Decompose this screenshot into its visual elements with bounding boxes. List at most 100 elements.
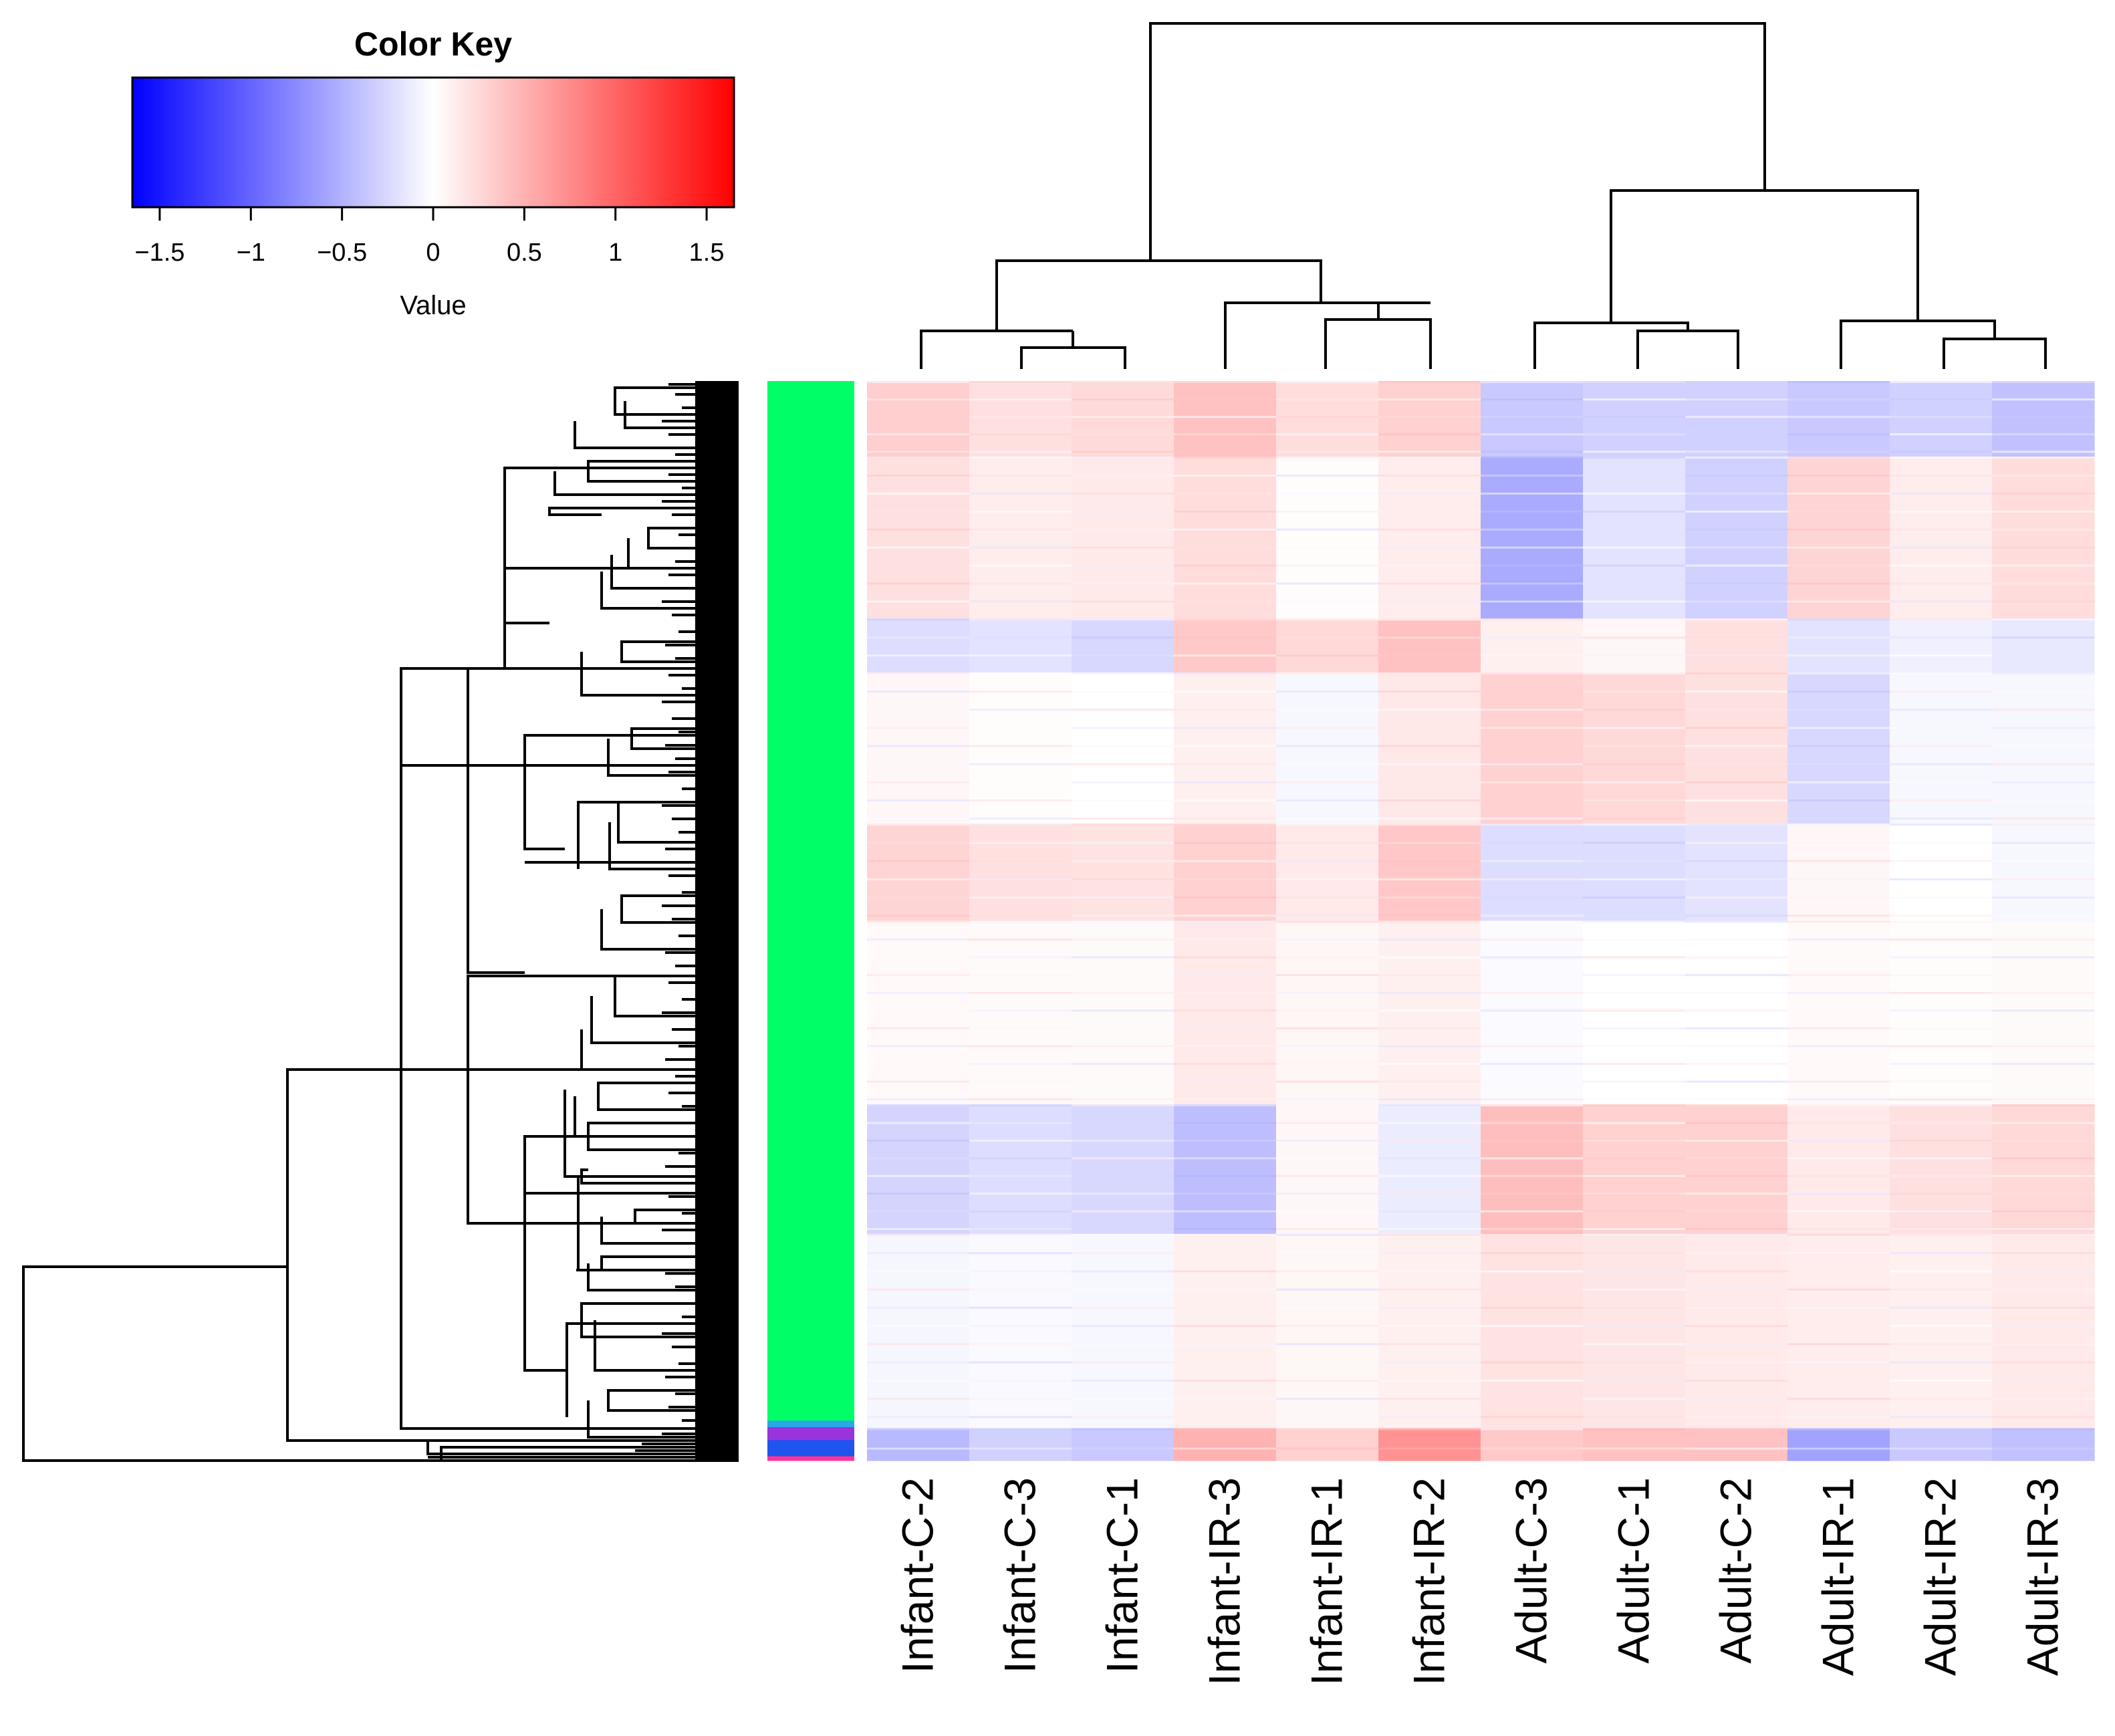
heatmap-row-stripe	[1890, 1361, 1993, 1364]
heatmap-row-stripe	[1481, 1063, 1584, 1066]
heatmap-row-stripe	[1276, 1379, 1379, 1382]
heatmap-row-stripe	[1378, 492, 1481, 495]
heatmap-row-stripe	[1072, 781, 1174, 783]
heatmap-cell	[1685, 920, 1788, 1105]
heatmap-row-stripe	[1174, 1139, 1277, 1142]
heatmap-row-stripe	[1481, 1139, 1584, 1142]
heatmap-row-stripe	[1992, 1288, 2095, 1291]
heatmap-row-stripe	[1685, 878, 1788, 880]
heatmap-row-stripe	[1072, 1252, 1174, 1255]
heatmap-row-stripe	[1174, 781, 1277, 783]
heatmap-row-stripe	[1992, 492, 2095, 495]
heatmap-row-stripe	[1174, 939, 1277, 941]
heatmap-row-stripe	[867, 763, 970, 765]
heatmap-row-stripe	[1276, 618, 1379, 621]
heatmap-row-stripe	[1481, 1306, 1584, 1309]
heatmap-row-stripe	[1787, 896, 1890, 899]
heatmap-row-stripe	[1992, 1009, 2095, 1012]
heatmap-row-stripe	[1992, 1080, 2095, 1083]
heatmap-row-stripe	[867, 691, 970, 693]
heatmap-row-stripe	[969, 1428, 1072, 1431]
heatmap-row-stripe	[1583, 510, 1686, 513]
heatmap-row-stripe	[1685, 1157, 1788, 1160]
heatmap-row-stripe	[1685, 1027, 1788, 1029]
heatmap-row-stripe	[1072, 1104, 1174, 1107]
heatmap-row-stripe	[1174, 1193, 1277, 1195]
heatmap-cell	[1481, 824, 1584, 922]
heatmap-row-stripe	[1890, 1174, 1993, 1177]
heatmap-row-stripe	[1992, 956, 2095, 959]
heatmap-row-stripe	[969, 1027, 1072, 1029]
heatmap-row-stripe	[1992, 842, 2095, 844]
heatmap-cell	[1890, 1233, 1993, 1429]
heatmap-row-stripe	[1276, 1233, 1379, 1236]
heatmap-row-stripe	[1276, 896, 1379, 899]
heatmap-row-stripe	[1276, 727, 1379, 729]
heatmap-row-stripe	[969, 1270, 1072, 1273]
heatmap-row-stripe	[1685, 818, 1788, 820]
heatmap-row-stripe	[1890, 1104, 1993, 1107]
heatmap-row-stripe	[969, 896, 1072, 899]
heatmap-row-stripe	[1787, 709, 1890, 711]
heatmap-row-stripe	[1685, 781, 1788, 783]
column-dendrogram	[920, 22, 2047, 369]
heatmap-row-stripe	[1378, 1063, 1481, 1066]
heatmap-row-stripe	[1890, 991, 1993, 994]
heatmap-row-stripe	[1992, 582, 2095, 585]
heatmap-row-stripe	[1992, 451, 2095, 453]
heatmap-row-stripe	[1378, 618, 1481, 621]
heatmap-row-stripe	[1276, 672, 1379, 675]
heatmap-row-stripe	[1992, 896, 2095, 899]
heatmap-row-stripe	[1174, 914, 1277, 917]
heatmap-row-stripe	[1685, 1063, 1788, 1066]
heatmap-cell	[1072, 618, 1174, 673]
heatmap-row-stripe	[1787, 654, 1890, 657]
heatmap-row-stripe	[1174, 1104, 1277, 1107]
heatmap-row-stripe	[1890, 1080, 1993, 1083]
heatmap-row-stripe	[1583, 745, 1686, 747]
heatmap-row-stripe	[1378, 1122, 1481, 1124]
heatmap-row-stripe	[1685, 1228, 1788, 1231]
heatmap-cell	[1685, 1104, 1788, 1235]
heatmap-cell	[1481, 1233, 1584, 1429]
heatmap-row-stripe	[1481, 1361, 1584, 1364]
heatmap-row-stripe	[1276, 1288, 1379, 1291]
heatmap-row-stripe	[867, 842, 970, 844]
heatmap-cell	[1276, 824, 1379, 922]
heatmap-row-stripe	[867, 1104, 970, 1107]
color-key-tick-label: 0	[426, 239, 440, 267]
heatmap-row-stripe	[1890, 763, 1993, 765]
heatmap-cell	[1276, 672, 1379, 824]
heatmap-row-stripe	[1378, 636, 1481, 639]
heatmap-grid	[867, 381, 2095, 1461]
heatmap-row-stripe	[1890, 818, 1993, 820]
heatmap-row-stripe	[1378, 457, 1481, 459]
heatmap-row-stripe	[1378, 860, 1481, 862]
heatmap-row-stripe	[1378, 1379, 1481, 1382]
heatmap-row-stripe	[1481, 1104, 1584, 1107]
heatmap-row-stripe	[867, 824, 970, 826]
heatmap-row-stripe	[867, 451, 970, 453]
heatmap-row-stripe	[1992, 1428, 2095, 1431]
column-label: Adult-IR-2	[1916, 1477, 1965, 1676]
heatmap-cell	[1890, 824, 1993, 922]
heatmap-row-stripe	[867, 709, 970, 711]
heatmap-row-stripe	[1174, 991, 1277, 994]
heatmap-row-stripe	[1481, 974, 1584, 977]
heatmap-row-stripe	[1787, 799, 1890, 801]
heatmap-cell	[1072, 457, 1174, 619]
heatmap-row-stripe	[1276, 974, 1379, 977]
heatmap-row-stripe	[1174, 564, 1277, 567]
heatmap-row-stripe	[1378, 1306, 1481, 1309]
heatmap-row-stripe	[1992, 1361, 2095, 1364]
heatmap-row-stripe	[1992, 818, 2095, 820]
heatmap-row-stripe	[969, 474, 1072, 477]
heatmap-cell	[1378, 824, 1481, 922]
heatmap-row-stripe	[1890, 1288, 1993, 1291]
column-label: Infant-C-2	[893, 1477, 943, 1673]
heatmap-cell	[1481, 618, 1584, 673]
heatmap-row-stripe	[1992, 745, 2095, 747]
heatmap-row-stripe	[1992, 709, 2095, 711]
heatmap-row-stripe	[1276, 1098, 1379, 1101]
heatmap-row-stripe	[1890, 842, 1993, 844]
